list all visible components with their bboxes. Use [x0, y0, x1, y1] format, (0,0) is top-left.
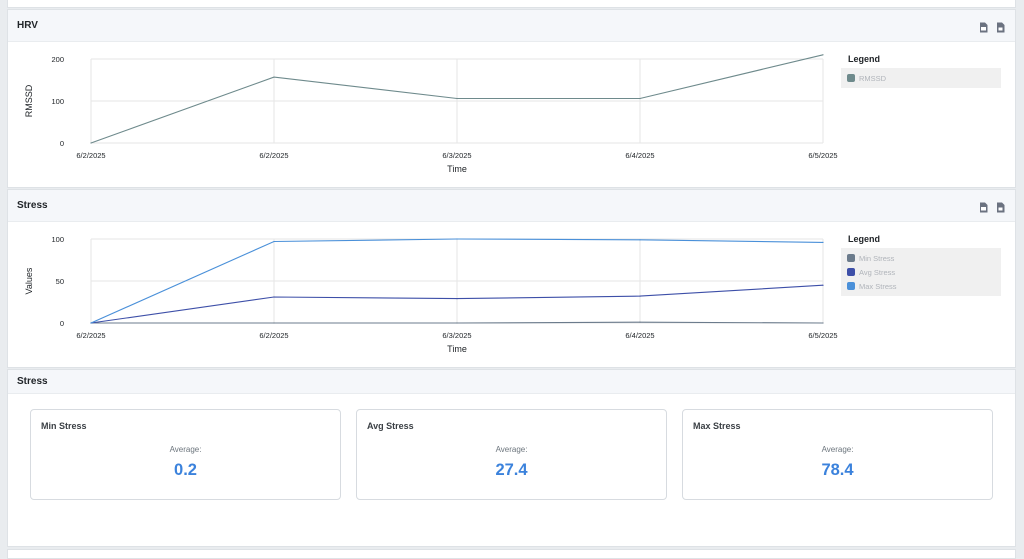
summary-panel-header: Stress: [8, 370, 1015, 394]
legend-swatch: [847, 268, 855, 276]
stress-xtick-label: 6/2/2025: [76, 331, 105, 340]
download-png-icon[interactable]: [978, 20, 989, 33]
stress-xaxis-label: Time: [447, 344, 467, 354]
hrv-header-icons: [978, 20, 1006, 33]
stress-panel-header: Stress: [8, 190, 1015, 222]
summary-panel-title: Stress: [17, 376, 48, 387]
stress-data-point: [273, 240, 275, 243]
legend-label: RMSSD: [859, 73, 887, 83]
download-csv-icon[interactable]: [995, 200, 1006, 213]
hrv-data-point: [639, 97, 641, 100]
hrv-xtick-label: 6/5/2025: [808, 151, 837, 160]
stress-data-point: [639, 239, 641, 241]
stress-chart-area: 0 50 100 6/2/2025 6/2/2025 6/3/2025 6/4/2025 6/…: [8, 222, 1015, 367]
hrv-chart: 0 100 200 6/2/2025 6/2/2025 6/3/2025 6/4/2025 6…: [24, 54, 838, 174]
legend-item[interactable]: Avg Stress: [847, 265, 1001, 279]
hrv-panel-title: HRV: [17, 20, 38, 31]
card-title: Avg Stress: [367, 421, 414, 431]
stress-chart-panel: Stress 0 50 100 6/2/2025 6/2/2025 6/3/2025 6/4…: [7, 189, 1016, 368]
top-panel-edge: [7, 0, 1016, 8]
stress-data-point: [273, 322, 275, 324]
download-png-icon[interactable]: [978, 200, 989, 213]
stress-data-point: [456, 322, 458, 324]
card-title: Max Stress: [693, 421, 741, 431]
stress-header-icons: [978, 200, 1006, 213]
stress-xtick-label: 6/3/2025: [442, 331, 471, 340]
stress-ytick-label: 0: [60, 319, 64, 328]
stress-chart: 0 50 100 6/2/2025 6/2/2025 6/3/2025 6/4/2025 6/…: [24, 235, 838, 354]
stress-data-point: [639, 295, 641, 297]
hrv-xtick-label: 6/2/2025: [76, 151, 105, 160]
card-subtitle: Average:: [495, 445, 528, 454]
card-subtitle: Average:: [169, 445, 202, 454]
stress-data-point: [822, 241, 824, 243]
stress-data-point: [822, 322, 824, 324]
hrv-legend-title: Legend: [848, 54, 881, 64]
legend-label: Min Stress: [859, 253, 895, 263]
legend-swatch: [847, 282, 855, 290]
stat-card-avg-stress: Avg Stress Average: 27.4: [356, 409, 667, 500]
stress-data-point: [639, 321, 641, 323]
stress-yaxis-label: Values: [24, 267, 34, 294]
hrv-xaxis-label: Time: [447, 164, 467, 174]
legend-item[interactable]: Max Stress: [847, 279, 1001, 293]
hrv-data-point: [273, 76, 275, 78]
stress-legend-title: Legend: [848, 234, 881, 244]
hrv-legend: Legend RMSSD: [841, 54, 1001, 88]
stress-data-point: [822, 284, 824, 286]
hrv-legend-box: RMSSD: [841, 68, 1001, 88]
stress-legend: Legend Min Stress Avg Stress Max Stress: [841, 234, 1001, 296]
stress-summary-panel: Stress Min Stress Average: 0.2 Avg Stres…: [7, 369, 1016, 547]
legend-item[interactable]: RMSSD: [847, 71, 1001, 85]
stress-data-point: [90, 322, 92, 324]
hrv-ytick-label: 200: [51, 55, 64, 64]
stress-xtick-label: 6/2/2025: [259, 331, 288, 340]
hrv-panel: HRV 0 100 200 6/2/2025 6/2/2025 6/3/2025 6/4/2…: [7, 9, 1016, 188]
stress-ytick-label: 100: [51, 235, 64, 244]
stress-data-point: [273, 296, 275, 298]
legend-label: Avg Stress: [859, 267, 896, 277]
hrv-data-point: [456, 97, 458, 100]
card-value: 78.4: [821, 461, 854, 479]
stress-legend-box: Min Stress Avg Stress Max Stress: [841, 248, 1001, 296]
hrv-ytick-label: 100: [51, 97, 64, 106]
legend-label: Max Stress: [859, 281, 897, 291]
stress-cards: Min Stress Average: 0.2 Avg Stress Avera…: [30, 409, 993, 500]
hrv-yaxis-label: RMSSD: [24, 84, 34, 117]
card-subtitle: Average:: [821, 445, 854, 454]
hrv-data-point: [822, 54, 824, 56]
hrv-data-point: [90, 142, 92, 144]
hrv-chart-area: 0 100 200 6/2/2025 6/2/2025 6/3/2025 6/4/2025 6…: [8, 42, 1015, 187]
card-title: Min Stress: [41, 421, 87, 431]
hrv-xtick-label: 6/2/2025: [259, 151, 288, 160]
legend-item[interactable]: Min Stress: [847, 251, 1001, 265]
download-csv-icon[interactable]: [995, 20, 1006, 33]
stress-xtick-label: 6/4/2025: [625, 331, 654, 340]
card-value: 27.4: [495, 461, 528, 479]
bottom-panel-edge: [7, 549, 1016, 559]
hrv-ytick-label: 0: [60, 139, 64, 148]
card-value: 0.2: [174, 461, 197, 479]
stat-card-max-stress: Max Stress Average: 78.4: [682, 409, 993, 500]
legend-swatch: [847, 254, 855, 262]
hrv-xtick-label: 6/4/2025: [625, 151, 654, 160]
stat-card-min-stress: Min Stress Average: 0.2: [30, 409, 341, 500]
hrv-panel-header: HRV: [8, 10, 1015, 42]
stress-ytick-label: 50: [56, 277, 64, 286]
stress-data-point: [456, 298, 458, 300]
stress-panel-title: Stress: [17, 200, 48, 211]
stress-data-point: [456, 238, 458, 240]
stress-xtick-label: 6/5/2025: [808, 331, 837, 340]
hrv-xtick-label: 6/3/2025: [442, 151, 471, 160]
legend-swatch: [847, 74, 855, 82]
